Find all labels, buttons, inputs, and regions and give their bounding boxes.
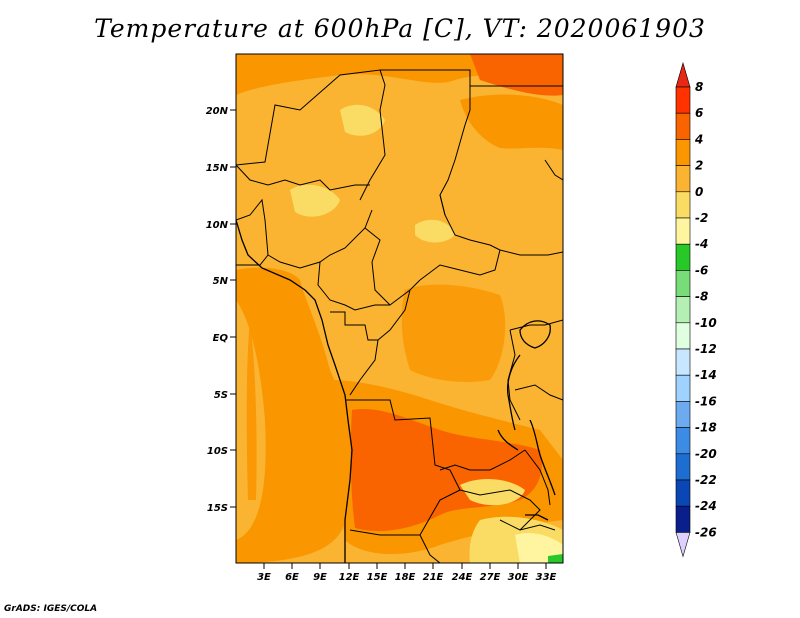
colorbar-label: -14	[695, 368, 717, 382]
longitude-axis: 3E 6E 9E 12E 15E 18E 21E 24E 27E 30E 33E	[257, 563, 557, 583]
lon-label: 24E	[452, 572, 473, 583]
colorbar-segment	[675, 112, 691, 140]
map-frame	[235, 53, 564, 564]
colorbar-segment	[675, 270, 691, 297]
colorbar-label: -6	[695, 263, 708, 277]
lat-label: 5S	[214, 390, 228, 401]
colorbar-segment	[675, 165, 691, 193]
colorbar-label: -24	[695, 499, 717, 513]
colorbar-segment	[675, 348, 691, 376]
colorbar-label: -20	[695, 447, 717, 461]
colorbar-segment	[675, 243, 691, 271]
colorbar-bottom-arrow	[675, 532, 691, 558]
lon-label: 15E	[367, 572, 388, 583]
colorbar-label: 0	[695, 185, 703, 199]
lat-label: 10S	[207, 446, 228, 457]
lat-label: 20N	[206, 106, 229, 117]
lon-label: 18E	[395, 572, 416, 583]
lon-label: 21E	[423, 572, 444, 583]
colorbar-label: 2	[695, 159, 703, 173]
colorbar-top-arrow	[675, 61, 691, 88]
colorbar-label: -22	[695, 473, 717, 487]
lon-label: 9E	[313, 572, 327, 583]
colorbar-label: 4	[694, 132, 703, 146]
lon-label: 12E	[339, 572, 360, 583]
colorbar-segment	[675, 296, 691, 324]
latitude-axis: 20N 15N 10N 5N EQ 5S 10S 15S	[206, 106, 236, 514]
colorbar-segment	[675, 479, 691, 507]
colorbar-segment	[675, 86, 691, 114]
colorbar-label: 6	[695, 106, 703, 120]
colorbar-segment	[675, 427, 691, 455]
lon-label: 30E	[508, 572, 529, 583]
colorbar-label: -26	[695, 525, 717, 539]
lat-label: 15S	[207, 503, 228, 514]
lat-label: 10N	[206, 220, 229, 231]
temperature-field	[236, 54, 563, 563]
colorbar-segment	[675, 191, 691, 219]
lat-label: EQ	[213, 333, 229, 344]
colorbar-segment	[675, 453, 691, 481]
colorbar-label: -8	[695, 290, 708, 304]
colorbar-segment	[675, 322, 691, 350]
colorbar-segment	[675, 505, 691, 533]
colorbar-segment	[675, 139, 691, 166]
lon-label: 6E	[285, 572, 299, 583]
colorbar-label: -4	[695, 237, 708, 251]
colorbar-label: -12	[695, 342, 717, 356]
colorbar-label: -16	[695, 394, 717, 408]
credit-label: GrADS: IGES/COLA	[4, 604, 98, 614]
colorbar-segment	[675, 401, 691, 428]
lon-label: 27E	[480, 572, 501, 583]
colorbar-label: 8	[695, 80, 703, 94]
lat-label: 5N	[213, 276, 229, 287]
lon-label: 3E	[257, 572, 271, 583]
lat-label: 15N	[206, 163, 229, 174]
map-title: Temperature at 600hPa [C], VT: 202006190…	[94, 14, 706, 43]
colorbar-segment	[675, 374, 691, 402]
colorbar-label: -2	[695, 211, 708, 225]
lon-label: 33E	[536, 572, 557, 583]
colorbar-label: -18	[695, 421, 717, 435]
colorbar-segment	[675, 217, 691, 245]
colorbar-label: -10	[695, 316, 717, 330]
colorbar: 8 6 4 2 0 -2 -4 -6 -8 -10 -12 -14 -16 -18 -20 -22 -24 -26	[675, 61, 717, 558]
